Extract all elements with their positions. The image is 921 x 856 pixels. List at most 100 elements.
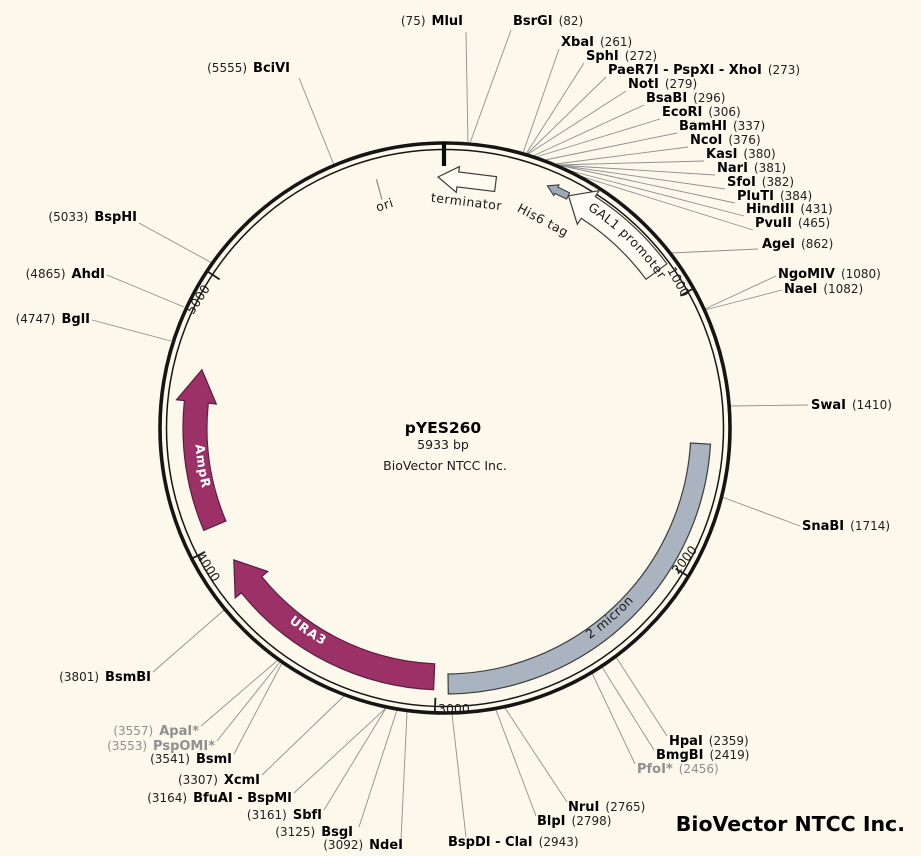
leader-noti: [527, 90, 627, 155]
leader-ecori: [535, 118, 661, 158]
plasmid-title-block: pYES260 5933 bp BioVector NTCC Inc.: [383, 419, 507, 473]
two-micron-band: [447, 442, 712, 695]
leader-blpi: [495, 709, 537, 817]
tick-5000: [205, 269, 221, 281]
site-nari: NarI (381): [717, 161, 786, 176]
ampr-arrow: [175, 368, 227, 532]
site-mlui: (75) MluI: [401, 14, 463, 29]
site-ngomiv: NgoMIV (1080): [778, 267, 881, 282]
leader-bsphi: [138, 222, 213, 264]
leader-snabi: [721, 496, 801, 527]
site-bsrgi: BsrGI (82): [513, 14, 583, 29]
site-bfuai-bspmi: (3164) BfuAI - BspMI: [147, 791, 292, 806]
site-pvuii: PvuII (465): [755, 216, 830, 231]
tick-2000: [675, 567, 690, 578]
leader-sfoi: [557, 164, 726, 190]
leader-pspomi: [216, 661, 281, 742]
ampr-label: AmpR: [192, 444, 214, 490]
leader-agei: [670, 248, 759, 254]
tick-1000: [679, 287, 695, 297]
site-kasi: KasI (380): [706, 147, 776, 162]
leader-bamhi: [544, 132, 678, 161]
site-xcmi: (3307) XcmI: [178, 773, 260, 788]
site-noti: NotI (279): [628, 77, 697, 92]
leader-lines: [91, 29, 809, 841]
site-snabi: SnaBI (1714): [802, 519, 890, 534]
site-pfoi: PfoI* (2456): [637, 762, 719, 777]
site-ahdi: (4865) AhdI: [26, 267, 105, 282]
leader-hindiii: [570, 170, 745, 217]
leader-bsrgi: [469, 29, 512, 144]
leader-bfuai: [293, 707, 387, 794]
site-xbai: XbaI (261): [561, 35, 632, 50]
biovector-logo: BioVector NTCC Inc.: [676, 812, 905, 836]
site-bmgbi: BmgBI (2419): [656, 748, 749, 763]
site-ecori: EcoRI (306): [662, 105, 741, 120]
plasmid-company: BioVector NTCC Inc.: [383, 458, 507, 473]
site-nrui: NruI (2765): [568, 800, 645, 815]
site-sfoi: SfoI (382): [727, 175, 794, 190]
leader-bmgbi: [601, 666, 655, 751]
leader-bsgi: [358, 709, 398, 828]
ura3-arrow: [233, 559, 436, 691]
leader-sbfi: [323, 707, 387, 811]
leader-pvuii: [579, 175, 754, 231]
site-ndei: (3092) NdeI: [323, 838, 403, 853]
ori-tick: [375, 179, 383, 200]
leader-xbai: [522, 48, 560, 154]
feature-bands: [175, 165, 712, 695]
leader-ncoi: [555, 146, 689, 165]
site-blpi: BlpI (2798): [537, 814, 611, 829]
leader-paer7i: [526, 76, 607, 155]
site-swai: SwaI (1410): [811, 398, 892, 413]
site-labels: (75) MluI BsrGI (82) XbaI (261) SphI (272) P…: [16, 14, 892, 853]
ori-label: ori: [374, 195, 396, 215]
tick-3000: [433, 697, 437, 714]
leader-bsabi: [532, 104, 645, 157]
site-bspdi-clai: BspDI - ClaI (2943): [448, 835, 579, 850]
site-bsgi: (3125) BsgI: [275, 825, 353, 840]
leader-mlui: [465, 31, 469, 144]
site-bcivi: (5555) BciVI: [207, 61, 290, 76]
tick-4000: [190, 550, 206, 560]
site-bsmi: (3541) BsmI: [150, 752, 232, 767]
leader-pluti: [557, 164, 736, 204]
site-sphi: SphI (272): [586, 49, 657, 64]
leader-pfoi: [591, 672, 636, 765]
site-ncoi: NcoI (376): [690, 133, 761, 148]
site-bsmbi: (3801) BsmBI: [59, 670, 151, 685]
his6-tag-arrow: [546, 184, 571, 200]
site-sbfi: (3161) SbfI: [247, 808, 322, 823]
leader-bspdi: [451, 713, 467, 838]
site-naei: NaeI (1082): [784, 282, 863, 297]
site-apai: (3557) ApaI*: [113, 724, 199, 739]
leader-kasi: [556, 160, 705, 166]
leader-bgli: [91, 319, 172, 342]
leader-xcmi: [261, 695, 345, 776]
site-bsphi: (5033) BspHI: [48, 210, 137, 225]
plasmid-size: 5933 bp: [417, 437, 469, 452]
leader-swai: [729, 404, 809, 407]
site-bsabi: BsaBI (296): [646, 91, 725, 106]
terminator-arrow: [436, 165, 498, 194]
tick-label-3000: 3000: [438, 701, 470, 716]
leader-ngomiv: [704, 275, 777, 310]
leader-apai: [200, 659, 279, 727]
leader-ndei: [400, 711, 408, 841]
site-hpai: HpaI (2359): [669, 734, 749, 749]
leader-bsmi: [233, 662, 283, 755]
leader-hpai: [615, 656, 668, 737]
plasmid-name: pYES260: [405, 419, 482, 437]
site-bamhi: BamHI (337): [679, 119, 765, 134]
site-agei: AgeI (862): [762, 237, 833, 252]
leader-bcivi: [298, 77, 335, 166]
leader-nrui: [504, 707, 568, 803]
site-bgli: (4747) BglI: [16, 312, 90, 327]
site-paer7i-pspxi-xhoi: PaeR7I - PspXI - XhoI (273): [608, 63, 800, 78]
site-pluti: PluTI (384): [737, 189, 812, 204]
leader-naei: [704, 289, 783, 311]
leader-sphi: [525, 62, 585, 155]
leader-nari: [556, 164, 716, 176]
site-pspomi: (3553) PspOMI*: [107, 739, 215, 754]
